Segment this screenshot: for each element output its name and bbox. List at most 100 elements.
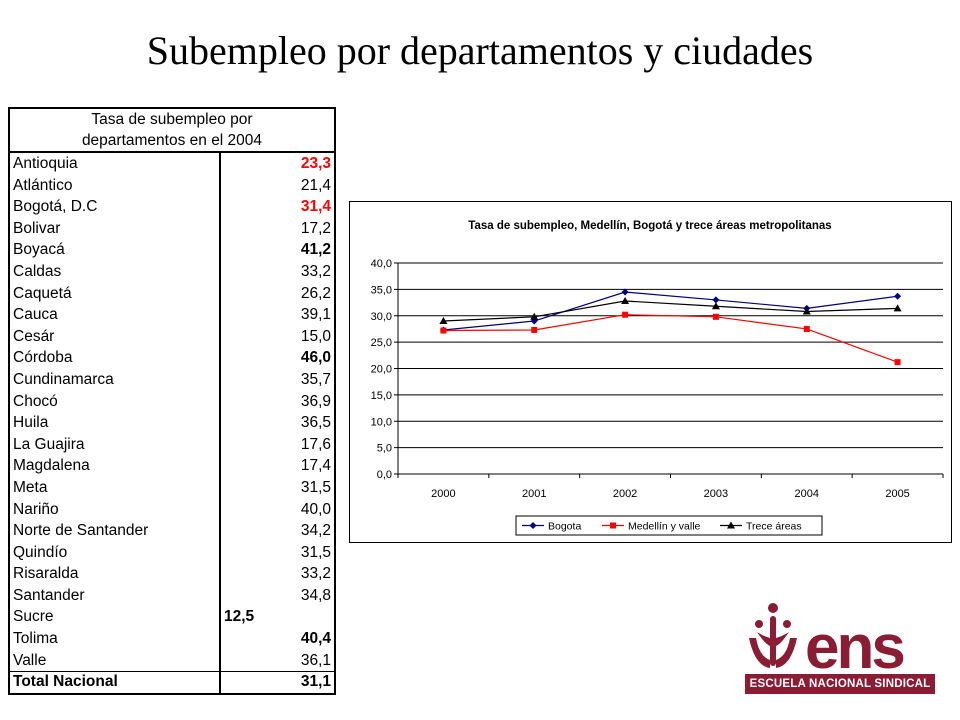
department-name: Risaralda (10, 563, 221, 585)
table-row: Nariño 40,0 (10, 498, 334, 521)
y-tick-label: 15,0 (371, 390, 392, 402)
table-row: Magdalena 17,4 (10, 455, 334, 477)
table-row: Meta 31,5 (10, 476, 334, 499)
total-value: 31,1 (300, 673, 331, 691)
department-name: Bogotá, D.C (10, 196, 221, 218)
data-point (622, 311, 629, 318)
table-row: Bogotá, D.C 31,4 (10, 196, 334, 218)
table-row: Sucre 12,5 (10, 606, 334, 629)
department-value: 12,5 (224, 608, 255, 626)
table-row: Norte de Santander 34,2 (10, 520, 334, 542)
y-tick-label: 20,0 (371, 364, 392, 376)
legend-marker (727, 521, 735, 529)
table-row: Cundinamarca 35,7 (10, 368, 334, 391)
legend-box (515, 515, 823, 536)
series-line (443, 314, 898, 363)
x-tick-label: 2002 (613, 488, 637, 500)
department-name: La Guajira (10, 433, 221, 456)
department-name: Huila (10, 412, 221, 434)
department-name: Atlántico (10, 174, 221, 197)
department-value: 40,0 (300, 500, 331, 518)
table-header: Tasa de subempleo por departamentos en e… (10, 109, 334, 153)
department-value: 15,0 (300, 327, 331, 345)
table-row: Quindío 31,5 (10, 541, 334, 564)
table-row: La Guajira 17,6 (10, 433, 334, 456)
data-point (711, 302, 720, 310)
table-row: Cesár 15,0 (10, 325, 334, 348)
y-tick-label: 40,0 (371, 258, 392, 270)
department-value: 34,2 (300, 522, 331, 540)
department-value: 39,1 (300, 306, 331, 324)
chart-svg: Tasa de subempleo, Medellín, Bogotá y tr… (371, 220, 944, 536)
department-name: Córdoba (10, 347, 221, 369)
total-label: Total Nacional (10, 672, 221, 693)
department-value: 35,7 (300, 370, 331, 388)
data-point (621, 296, 630, 304)
data-point (894, 292, 902, 300)
department-value: 17,2 (300, 219, 331, 237)
x-tick-label: 2000 (431, 488, 455, 500)
ens-logo-mark: ens (749, 603, 906, 682)
department-name: Tolima (10, 628, 221, 650)
department-name: Cauca (10, 304, 221, 326)
department-name: Caquetá (10, 282, 221, 305)
x-tick-label: 2003 (704, 488, 728, 500)
legend-label: Trece áreas (746, 521, 802, 533)
department-value: 26,2 (300, 284, 331, 302)
table-row: Caquetá 26,2 (10, 282, 334, 305)
table-row: Caldas 33,2 (10, 260, 334, 283)
data-point (803, 325, 810, 332)
legend-marker (529, 522, 537, 529)
table-row: Atlántico 21,4 (10, 174, 334, 197)
department-value: 36,5 (300, 414, 331, 432)
department-value: 36,9 (300, 392, 331, 410)
data-point (894, 359, 901, 366)
department-name: Norte de Santander (10, 520, 221, 542)
department-name: Cesár (10, 325, 221, 348)
data-point (531, 326, 538, 333)
page-title: Subempleo por departamentos y ciudades (146, 28, 814, 73)
department-value: 46,0 (300, 349, 331, 367)
data-point (621, 288, 629, 296)
table-row: Cauca 39,1 (10, 304, 334, 326)
y-tick-label: 10,0 (371, 416, 392, 428)
legend-label: Bogota (548, 521, 581, 533)
y-tick-label: 35,0 (371, 284, 392, 296)
department-name: Boyacá (10, 239, 221, 261)
x-tick-label: 2005 (885, 488, 909, 500)
data-point (530, 312, 539, 320)
department-name: Quindío (10, 541, 221, 564)
department-value: 36,1 (300, 651, 331, 669)
department-name: Sucre (10, 606, 221, 629)
ens-logo: ens ESCUELA NACIONAL SINDICAL (745, 598, 935, 698)
department-name: Caldas (10, 260, 221, 283)
data-point (530, 317, 538, 325)
y-tick-label: 25,0 (371, 337, 392, 349)
department-name: Chocó (10, 390, 221, 413)
table-row: Risaralda 33,2 (10, 563, 334, 585)
department-value: 33,2 (300, 262, 331, 280)
chart-title: Tasa de subempleo, Medellín, Bogotá y tr… (468, 220, 831, 232)
y-tick-label: 0,0 (377, 469, 392, 481)
y-tick-label: 30,0 (371, 311, 392, 323)
department-value: 17,6 (300, 435, 331, 453)
series-line (443, 300, 898, 322)
line-chart: Tasa de subempleo, Medellín, Bogotá y tr… (349, 201, 952, 543)
department-name: Santander (10, 584, 221, 607)
data-point (712, 313, 719, 320)
table-row: Santander 34,8 (10, 584, 334, 607)
table-header-line-2: departamentos en el 2004 (81, 132, 263, 149)
department-name: Nariño (10, 498, 221, 521)
logo-wordmark: ens (805, 613, 903, 674)
legend-marker (610, 522, 616, 529)
x-tick-label: 2004 (795, 488, 819, 500)
table-row: Boyacá 41,2 (10, 239, 334, 261)
table-row: Valle 36,1 (10, 649, 334, 672)
table-row: Tolima 40,4 (10, 628, 334, 650)
logo-caption: ESCUELA NACIONAL SINDICAL (745, 674, 935, 694)
department-value: 31,5 (300, 478, 331, 496)
x-tick-label: 2001 (522, 488, 546, 500)
legend-label: Medellín y valle (628, 521, 701, 533)
table-row: Chocó 36,9 (10, 390, 334, 413)
department-name: Bolivar (10, 217, 221, 240)
